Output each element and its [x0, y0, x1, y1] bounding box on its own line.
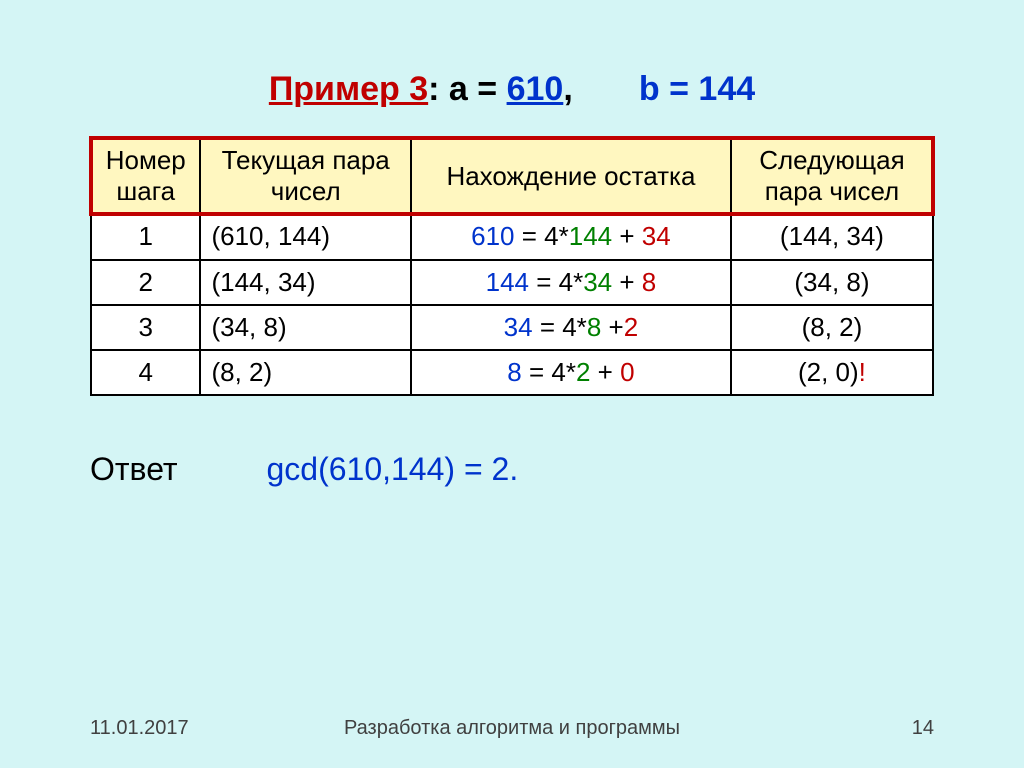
cell-remainder-calc: 8 = 4*2 + 0: [411, 350, 731, 395]
table-row: 3(34, 8)34 = 4*8 +2(8, 2): [91, 305, 933, 350]
calc-segment: +: [612, 221, 642, 251]
calc-segment: +: [601, 312, 623, 342]
col-header-calc: Нахождение остатка: [411, 138, 731, 214]
example-title: Пример 3: a = 610, b = 144: [90, 70, 934, 109]
next-segment: (2, 0): [798, 357, 859, 387]
calc-segment: +: [590, 357, 620, 387]
answer-expression: gcd(610,144) = 2.: [266, 451, 518, 487]
title-a-value: 610: [507, 70, 564, 108]
calc-segment: = 4*: [522, 357, 576, 387]
calc-segment: 2: [576, 357, 590, 387]
calc-segment: = 4*: [529, 267, 583, 297]
cell-step: 2: [91, 260, 200, 305]
cell-remainder-calc: 34 = 4*8 +2: [411, 305, 731, 350]
cell-next-pair: (34, 8): [731, 260, 933, 305]
calc-segment: 144: [486, 267, 529, 297]
next-segment: (144, 34): [780, 221, 884, 251]
col-header-pair: Текущая пара чисел: [200, 138, 411, 214]
calc-segment: 2: [624, 312, 638, 342]
calc-segment: 0: [620, 357, 634, 387]
cell-remainder-calc: 610 = 4*144 + 34: [411, 214, 731, 259]
cell-next-pair: (144, 34): [731, 214, 933, 259]
calc-segment: 8: [507, 357, 521, 387]
cell-next-pair: (8, 2): [731, 305, 933, 350]
next-segment: (34, 8): [794, 267, 869, 297]
title-example-label: Пример 3: [269, 70, 428, 108]
calc-segment: 610: [471, 221, 514, 251]
cell-current-pair: (144, 34): [200, 260, 411, 305]
footer-page: 14: [814, 717, 934, 740]
calc-segment: 8: [587, 312, 601, 342]
calc-segment: 144: [569, 221, 612, 251]
calc-segment: = 4*: [515, 221, 569, 251]
calc-segment: 34: [583, 267, 612, 297]
slide-content: Пример 3: a = 610, b = 144 Номер шага Те…: [0, 0, 1024, 488]
cell-current-pair: (610, 144): [200, 214, 411, 259]
calc-segment: 34: [642, 221, 671, 251]
calc-segment: 34: [504, 312, 533, 342]
col-header-step: Номер шага: [91, 138, 200, 214]
footer-date: 11.01.2017: [90, 717, 210, 740]
euclid-table: Номер шага Текущая пара чисел Нахождение…: [90, 137, 934, 396]
next-segment: (8, 2): [802, 312, 863, 342]
title-b-value: b = 144: [639, 70, 755, 108]
table-header-row: Номер шага Текущая пара чисел Нахождение…: [91, 138, 933, 214]
next-segment: !: [859, 357, 866, 387]
table-body: 1(610, 144)610 = 4*144 + 34(144, 34)2(14…: [91, 214, 933, 395]
cell-step: 3: [91, 305, 200, 350]
answer-label: Ответ: [90, 451, 178, 487]
slide-footer: 11.01.2017 Разработка алгоритма и програ…: [0, 717, 1024, 740]
cell-remainder-calc: 144 = 4*34 + 8: [411, 260, 731, 305]
calc-segment: +: [612, 267, 642, 297]
table-row: 2(144, 34)144 = 4*34 + 8(34, 8): [91, 260, 933, 305]
title-comma: ,: [563, 70, 572, 108]
cell-step: 1: [91, 214, 200, 259]
calc-segment: 8: [642, 267, 656, 297]
answer-line: Ответ gcd(610,144) = 2.: [90, 451, 934, 488]
cell-current-pair: (34, 8): [200, 305, 411, 350]
calc-segment: = 4*: [533, 312, 587, 342]
footer-title: Разработка алгоритма и программы: [210, 717, 814, 740]
title-a-eq: : a =: [428, 70, 506, 108]
cell-current-pair: (8, 2): [200, 350, 411, 395]
table-row: 4(8, 2)8 = 4*2 + 0(2, 0)!: [91, 350, 933, 395]
cell-step: 4: [91, 350, 200, 395]
cell-next-pair: (2, 0)!: [731, 350, 933, 395]
col-header-next: Следующая пара чисел: [731, 138, 933, 214]
table-row: 1(610, 144)610 = 4*144 + 34(144, 34): [91, 214, 933, 259]
